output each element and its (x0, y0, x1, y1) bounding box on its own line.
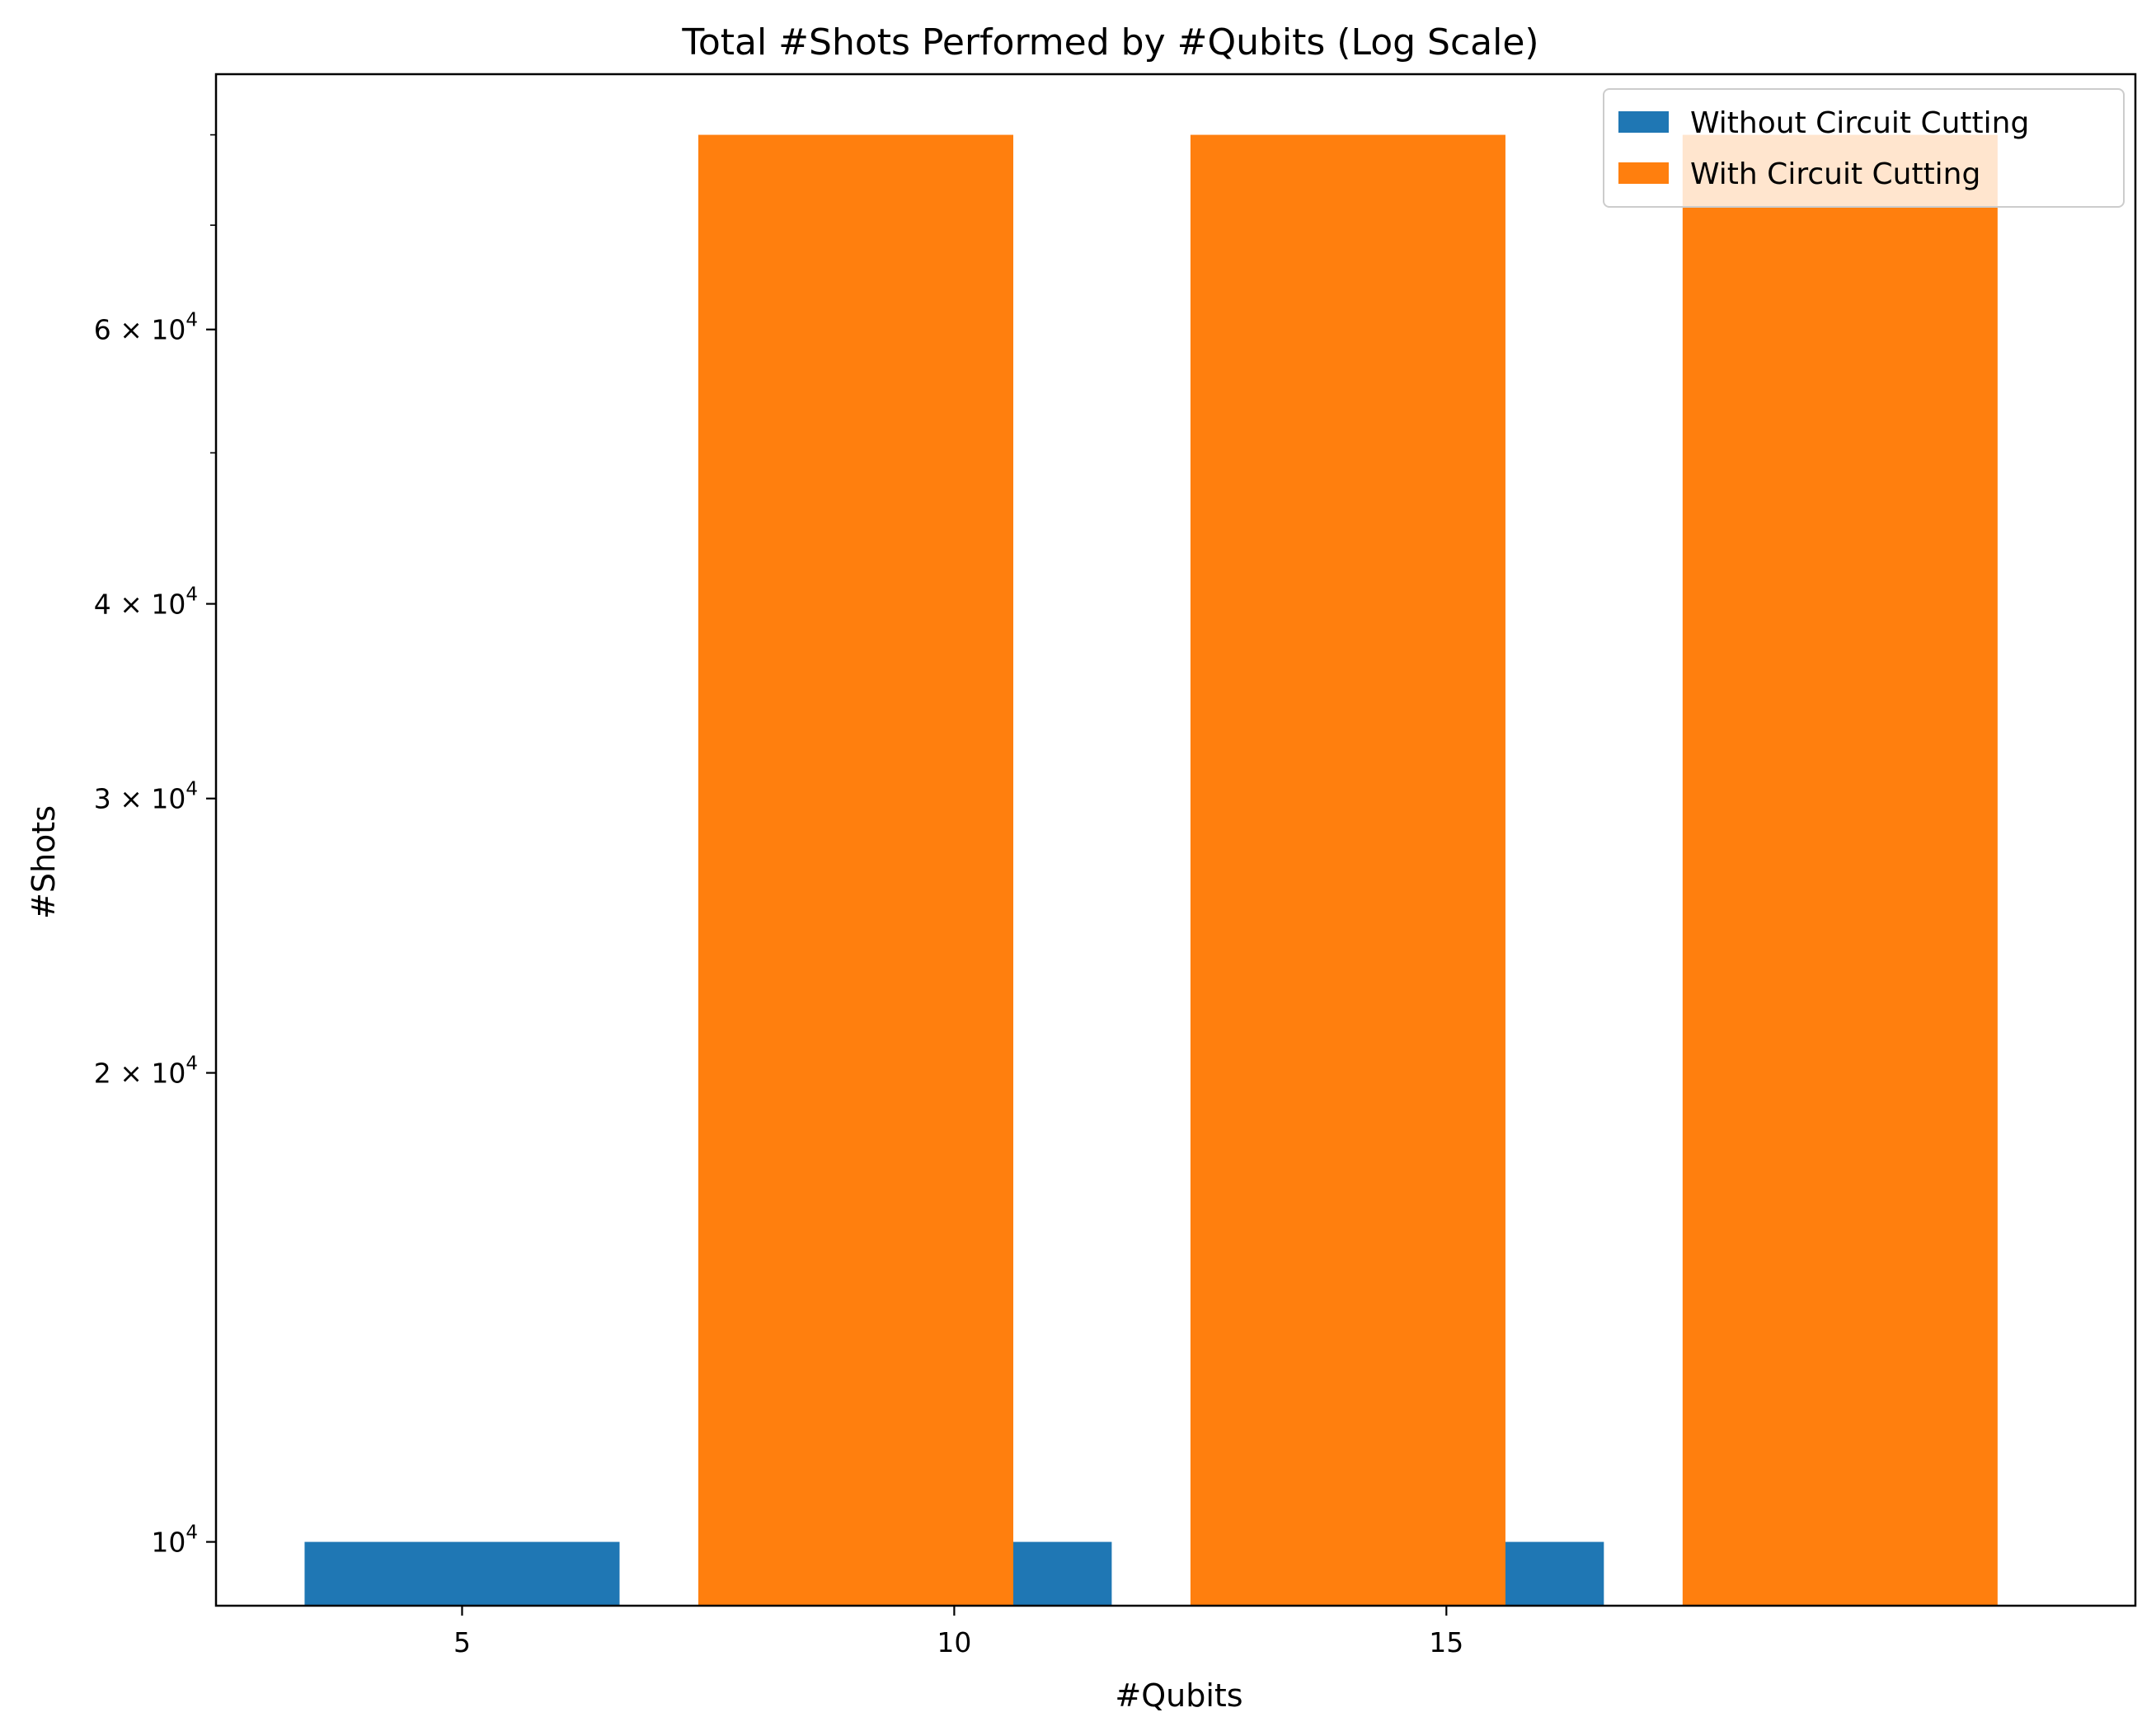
bar-without-circuit-cutting-5 (304, 1541, 620, 1606)
legend-swatch (1618, 162, 1669, 184)
chart-title: Total #Shots Performed by #Qubits (Log S… (681, 21, 1538, 63)
y-tick-label: 2 × 104 (94, 1053, 198, 1090)
bar-with-circuit-cutting-5 (698, 134, 1014, 1607)
x-axis-ticks: 5 10 15 (453, 1606, 1463, 1658)
x-tick-label: 5 (453, 1626, 471, 1658)
y-axis-label: #Shots (26, 805, 62, 919)
legend: Without Circuit Cutting With Circuit Cutt… (1603, 88, 2125, 208)
y-tick-label: 4 × 104 (94, 584, 198, 621)
legend-label: With Circuit Cutting (1690, 157, 1980, 191)
x-tick-label: 10 (937, 1626, 971, 1658)
x-tick-label: 15 (1429, 1626, 1463, 1658)
legend-swatch (1618, 111, 1669, 133)
bar-with-circuit-cutting-15 (1682, 134, 1998, 1607)
y-tick-label: 3 × 104 (94, 779, 198, 815)
y-tick-label: 104 (151, 1522, 198, 1559)
plot-area (304, 134, 1998, 1607)
legend-label: Without Circuit Cutting (1690, 106, 2029, 140)
y-axis-ticks: 104 2 × 104 3 × 104 4 × 104 6 × 104 (94, 134, 216, 1559)
legend-box (1603, 88, 2125, 208)
y-tick-label: 6 × 104 (94, 310, 198, 346)
x-axis-label: #Qubits (1115, 1677, 1242, 1714)
axes-frame (214, 73, 2137, 1607)
bar-with-circuit-cutting-10 (1190, 134, 1505, 1607)
